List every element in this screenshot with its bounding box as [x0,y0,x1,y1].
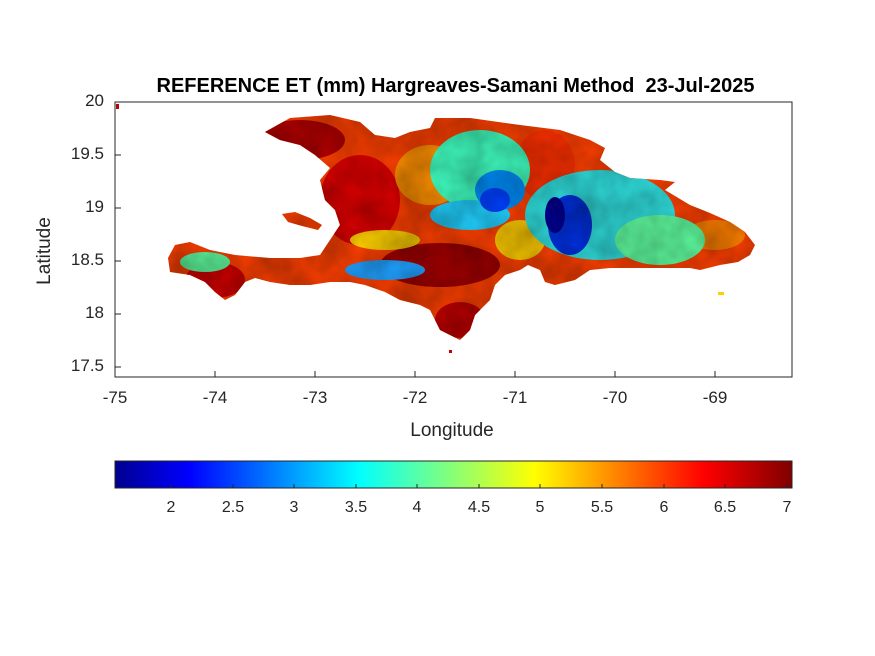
ytick-label: 20 [85,91,104,110]
colorbar [114,460,793,489]
colorbar-tick-label: 2.5 [221,499,245,516]
xtick-label: -74 [202,388,228,407]
colorbar-tick-label: 3 [289,499,299,516]
xtick-label: -69 [702,388,728,407]
islet [449,350,452,353]
colorbar-tick-label: 2 [166,499,176,516]
map-title: REFERENCE ET (mm) Hargreaves-Samani Meth… [156,75,755,97]
xtick-label: -70 [602,388,628,407]
colorbar-tick-label: 5 [535,499,545,516]
ytick-label: 18 [85,303,104,322]
xtick-label: -75 [102,388,128,407]
colorbar-tick-label: 6.5 [713,499,737,516]
xtick-label: -71 [502,388,528,407]
colorbar-tick-label: 5.5 [590,499,614,516]
xtick-label: -73 [302,388,328,407]
colorbar-tick-label: 7 [782,499,792,516]
islet [116,104,119,109]
x-axis-label: Longitude [410,420,494,441]
colorbar-tick-label: 3.5 [344,499,368,516]
colorbar-tick-label: 4.5 [467,499,491,516]
ytick-label: 19 [85,197,104,216]
xtick-label: -72 [402,388,428,407]
colorbar-tick-label: 6 [659,499,669,516]
ytick-label: 17.5 [70,356,104,375]
colorbar-ticks [170,484,788,488]
islet [718,292,724,295]
ytick-label: 19.5 [70,144,104,163]
ytick-label: 18.5 [70,250,104,269]
tick-marks [114,101,716,377]
colorbar-tick-label: 4 [412,499,422,516]
y-axis-label: Latitude [34,217,55,285]
